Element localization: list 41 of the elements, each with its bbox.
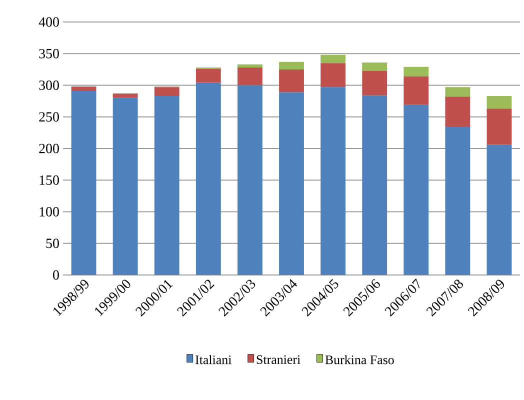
- bar: [112, 93, 138, 98]
- bar: [320, 54, 346, 64]
- bar: [237, 85, 262, 275]
- y-tick-label: 50: [46, 238, 59, 248]
- bar: [486, 96, 512, 109]
- bar: [71, 86, 96, 91]
- y-tick-label: 250: [39, 112, 59, 122]
- legend-label: Italiani: [195, 355, 232, 364]
- bar: [362, 62, 388, 71]
- bar: [404, 66, 429, 76]
- bar: [404, 104, 429, 275]
- bar: [445, 126, 470, 275]
- bar: [279, 92, 304, 275]
- bar: [486, 144, 512, 275]
- y-tick-label: 400: [38, 17, 59, 27]
- bar: [279, 69, 304, 92]
- bar: [112, 98, 138, 275]
- bar: [237, 68, 262, 86]
- y-tick-label: 300: [39, 80, 59, 90]
- bar: [404, 76, 429, 105]
- y-tick-label: 0: [53, 270, 59, 280]
- bar: [196, 82, 221, 275]
- bar: [154, 96, 180, 275]
- bar: [362, 95, 388, 275]
- bar: [154, 87, 180, 96]
- y-tick-label: 100: [40, 207, 59, 216]
- bar: [445, 96, 470, 127]
- y-tick-label: 200: [39, 144, 59, 154]
- y-tick-label: 350: [39, 48, 59, 58]
- bar: [196, 68, 221, 83]
- bar: [486, 108, 512, 145]
- bar: [237, 64, 262, 68]
- legend-label: Burkina Faso: [325, 355, 394, 364]
- bar: [445, 87, 470, 97]
- legend-label: Stranieri: [256, 355, 300, 364]
- bar: [320, 87, 346, 275]
- bar: [320, 63, 346, 88]
- bar: [71, 90, 96, 275]
- y-tick-label: 150: [40, 175, 59, 185]
- bar: [362, 70, 388, 96]
- bar: [279, 62, 304, 70]
